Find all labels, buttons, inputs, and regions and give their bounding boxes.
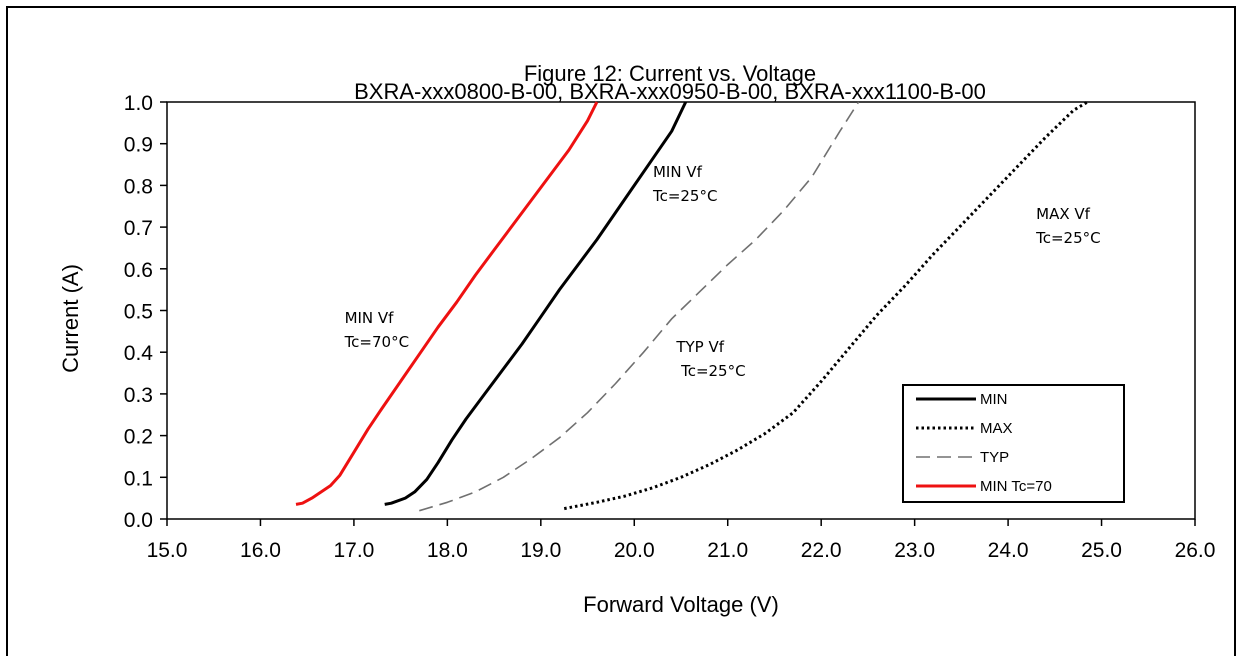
legend-label: MAX [980, 420, 1013, 437]
series-line-min [384, 101, 688, 506]
series-line-typ [419, 101, 860, 512]
y-tick-label: 0.9 [124, 134, 153, 157]
annotation-text: Tc=25°C [652, 187, 718, 205]
y-tick-label: 0.5 [124, 301, 153, 324]
x-tick-label: 19.0 [520, 539, 561, 562]
annotation-text: TYP Vf [675, 338, 724, 356]
x-tick-label: 20.0 [614, 539, 655, 562]
axes: 15.0 16.0 17.0 18.0 19.0 20.0 21.0 22.0 23.0 24.0… [124, 92, 1216, 562]
x-tick-label: 23.0 [894, 539, 935, 562]
y-tick-label: 0.2 [124, 426, 153, 449]
y-tick-label: 0.6 [124, 259, 153, 282]
y-tick-label: 0.0 [124, 509, 153, 532]
x-tick-label: 16.0 [240, 539, 281, 562]
y-axis-label: Current (A) [58, 264, 83, 373]
x-tick-label: 22.0 [801, 539, 842, 562]
chart-title: Figure 12: Current vs. Voltage [523, 61, 817, 86]
y-tick-label: 0.1 [124, 467, 153, 490]
x-tick-label: 17.0 [333, 539, 374, 562]
legend-box [902, 384, 1125, 503]
legend-label: TYP [980, 449, 1009, 466]
annotation-text: MAX Vf [1036, 205, 1091, 223]
series-line-max [563, 100, 1089, 511]
annotation-text: MIN Vf [345, 309, 395, 327]
series-layer [295, 100, 1089, 512]
x-tick-label: 18.0 [427, 539, 468, 562]
chart-subtitle: BXRA-xxx0800-B-00, BXRA-xxx0950-B-00, BX… [354, 79, 986, 104]
legend-label: MIN Tc=70 [980, 478, 1052, 495]
y-tick-label: 0.4 [124, 342, 154, 365]
legend: MIN MAX TYP MIN Tc=70 [902, 384, 1125, 503]
x-tick-label: 24.0 [988, 539, 1029, 562]
y-tick-label: 0.3 [124, 384, 153, 407]
y-tick-label: 0.8 [124, 175, 153, 198]
annotation-text: Tc=70°C [344, 333, 410, 351]
x-axis-label: Forward Voltage (V) [583, 592, 779, 617]
x-tick-label: 21.0 [707, 539, 748, 562]
legend-label: MIN [980, 391, 1008, 408]
annotation-text: Tc=25°C [676, 362, 745, 380]
series-line-min-tc-70 [295, 101, 599, 506]
x-tick-label: 26.0 [1175, 539, 1216, 562]
y-tick-label: 1.0 [124, 92, 153, 115]
figure-frame [6, 6, 1236, 656]
annotation-text: Tc=25°C [1035, 229, 1101, 247]
annotation-text: MIN Vf [653, 163, 703, 181]
x-tick-label: 25.0 [1081, 539, 1122, 562]
y-tick-label: 0.7 [124, 217, 153, 240]
annotations: MIN Vf Tc=70°C MIN Vf Tc=25°C TYP Vf Tc=25°C… [344, 163, 1101, 380]
x-tick-label: 15.0 [147, 539, 188, 562]
